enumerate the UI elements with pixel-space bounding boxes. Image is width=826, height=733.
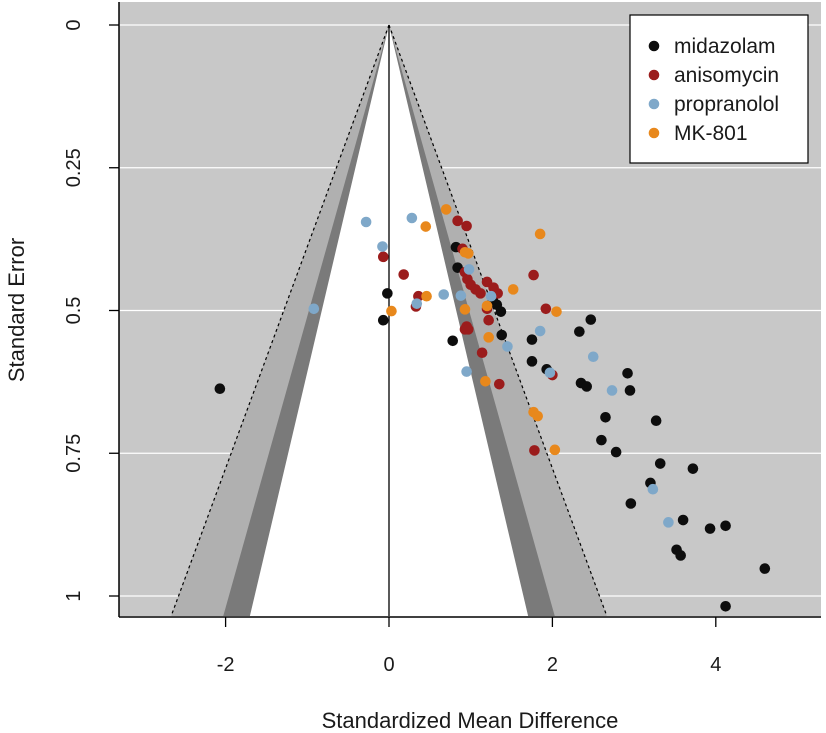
y-axis-ticks: 0 0.25 0.5 0.75 1 [63,19,119,602]
x-tick-label: 2 [547,654,558,676]
y-tick-label: 0.75 [63,434,85,473]
legend-marker [648,69,660,81]
y-tick-label: 0 [63,19,85,30]
data-point-mk-801 [420,221,432,232]
y-axis-title: Standard Error [4,238,29,382]
data-point-midazolam [214,383,226,395]
data-point-midazolam [382,288,393,299]
funnel-boundary-line [388,24,608,617]
data-point-mk-801 [481,300,493,312]
data-point-anisomycin [529,445,540,456]
data-point-midazolam [600,411,611,423]
data-point-midazolam [377,314,389,326]
data-point-propranolol [406,212,418,224]
data-point-propranolol [485,290,497,302]
data-point-propranolol [502,341,513,352]
data-point-propranolol [360,216,372,228]
legend-marker [648,127,660,139]
data-point-midazolam [687,463,699,474]
significance-contours [170,24,608,617]
data-point-midazolam [495,306,507,317]
data-point-mk-801 [421,290,432,302]
data-point-midazolam [720,600,731,612]
data-point-mk-801 [386,305,397,317]
x-tick-label: 4 [710,654,721,676]
data-point-midazolam [677,514,689,526]
legend: midazolam anisomycin propranolol MK-801 [629,14,809,164]
data-point-midazolam [585,314,597,325]
data-point-anisomycin [461,220,472,232]
data-point-midazolam [675,550,686,561]
legend-marker [648,98,660,110]
data-point-propranolol [606,385,618,396]
data-point-midazolam [526,356,538,367]
x-axis-ticks: -2 0 2 4 [217,617,721,676]
data-point-midazolam [625,498,637,509]
data-point-mk-801 [549,444,561,456]
data-point-midazolam [496,329,508,341]
data-point-anisomycin [540,303,552,315]
x-tick-label: -2 [217,654,235,676]
data-point-mk-801 [440,204,452,215]
data-point-anisomycin [476,347,488,359]
data-point-mk-801 [483,332,494,343]
data-point-propranolol [455,290,467,301]
data-point-anisomycin [528,269,539,281]
data-point-midazolam [526,334,538,345]
data-point-anisomycin [452,215,463,227]
data-point-midazolam [650,415,662,427]
data-point-propranolol [377,241,388,252]
legend-marker [648,40,660,52]
funnel-boundary-line [170,24,390,617]
data-points [214,204,771,612]
data-point-midazolam [581,381,593,392]
data-point-mk-801 [532,410,543,422]
data-point-mk-801 [480,376,491,387]
data-point-propranolol [461,366,472,377]
data-point-propranolol [663,517,674,528]
data-point-mk-801 [459,304,471,315]
data-point-mk-801 [507,284,519,295]
data-point-midazolam [704,523,716,534]
data-point-anisomycin [493,378,505,390]
data-point-mk-801 [534,228,546,240]
data-point-midazolam [622,368,633,379]
data-point-midazolam [654,458,666,469]
data-point-midazolam [574,326,585,337]
x-tick-label: 0 [383,654,394,676]
data-point-midazolam [596,434,607,446]
x-axis-title: Standardized Mean Difference [322,708,619,733]
data-point-midazolam [720,520,731,532]
data-point-propranolol [308,303,320,315]
legend-box [629,14,809,164]
y-tick-label: 1 [63,590,85,601]
data-point-anisomycin [398,269,410,280]
data-point-mk-801 [462,248,474,259]
data-point-propranolol [438,289,450,300]
data-point-midazolam [610,446,622,458]
data-point-propranolol [587,351,599,363]
data-point-anisomycin [483,314,494,326]
data-point-mk-801 [551,306,562,317]
data-point-propranolol [463,264,475,275]
legend-label: propranolol [674,93,779,116]
y-tick-label: 0.5 [63,297,85,325]
legend-label: anisomycin [674,64,779,87]
legend-label: MK-801 [674,122,748,145]
data-point-anisomycin [475,288,486,299]
data-point-propranolol [647,483,659,495]
data-point-anisomycin [377,251,389,263]
axes [118,2,821,618]
data-point-midazolam [759,563,771,574]
data-point-propranolol [544,367,556,379]
legend-label: midazolam [674,35,776,58]
y-tick-label: 0.25 [63,148,85,187]
data-point-anisomycin [462,324,474,335]
data-point-propranolol [411,298,423,309]
data-point-midazolam [624,385,636,396]
data-point-midazolam [447,335,459,347]
data-point-propranolol [534,325,546,337]
